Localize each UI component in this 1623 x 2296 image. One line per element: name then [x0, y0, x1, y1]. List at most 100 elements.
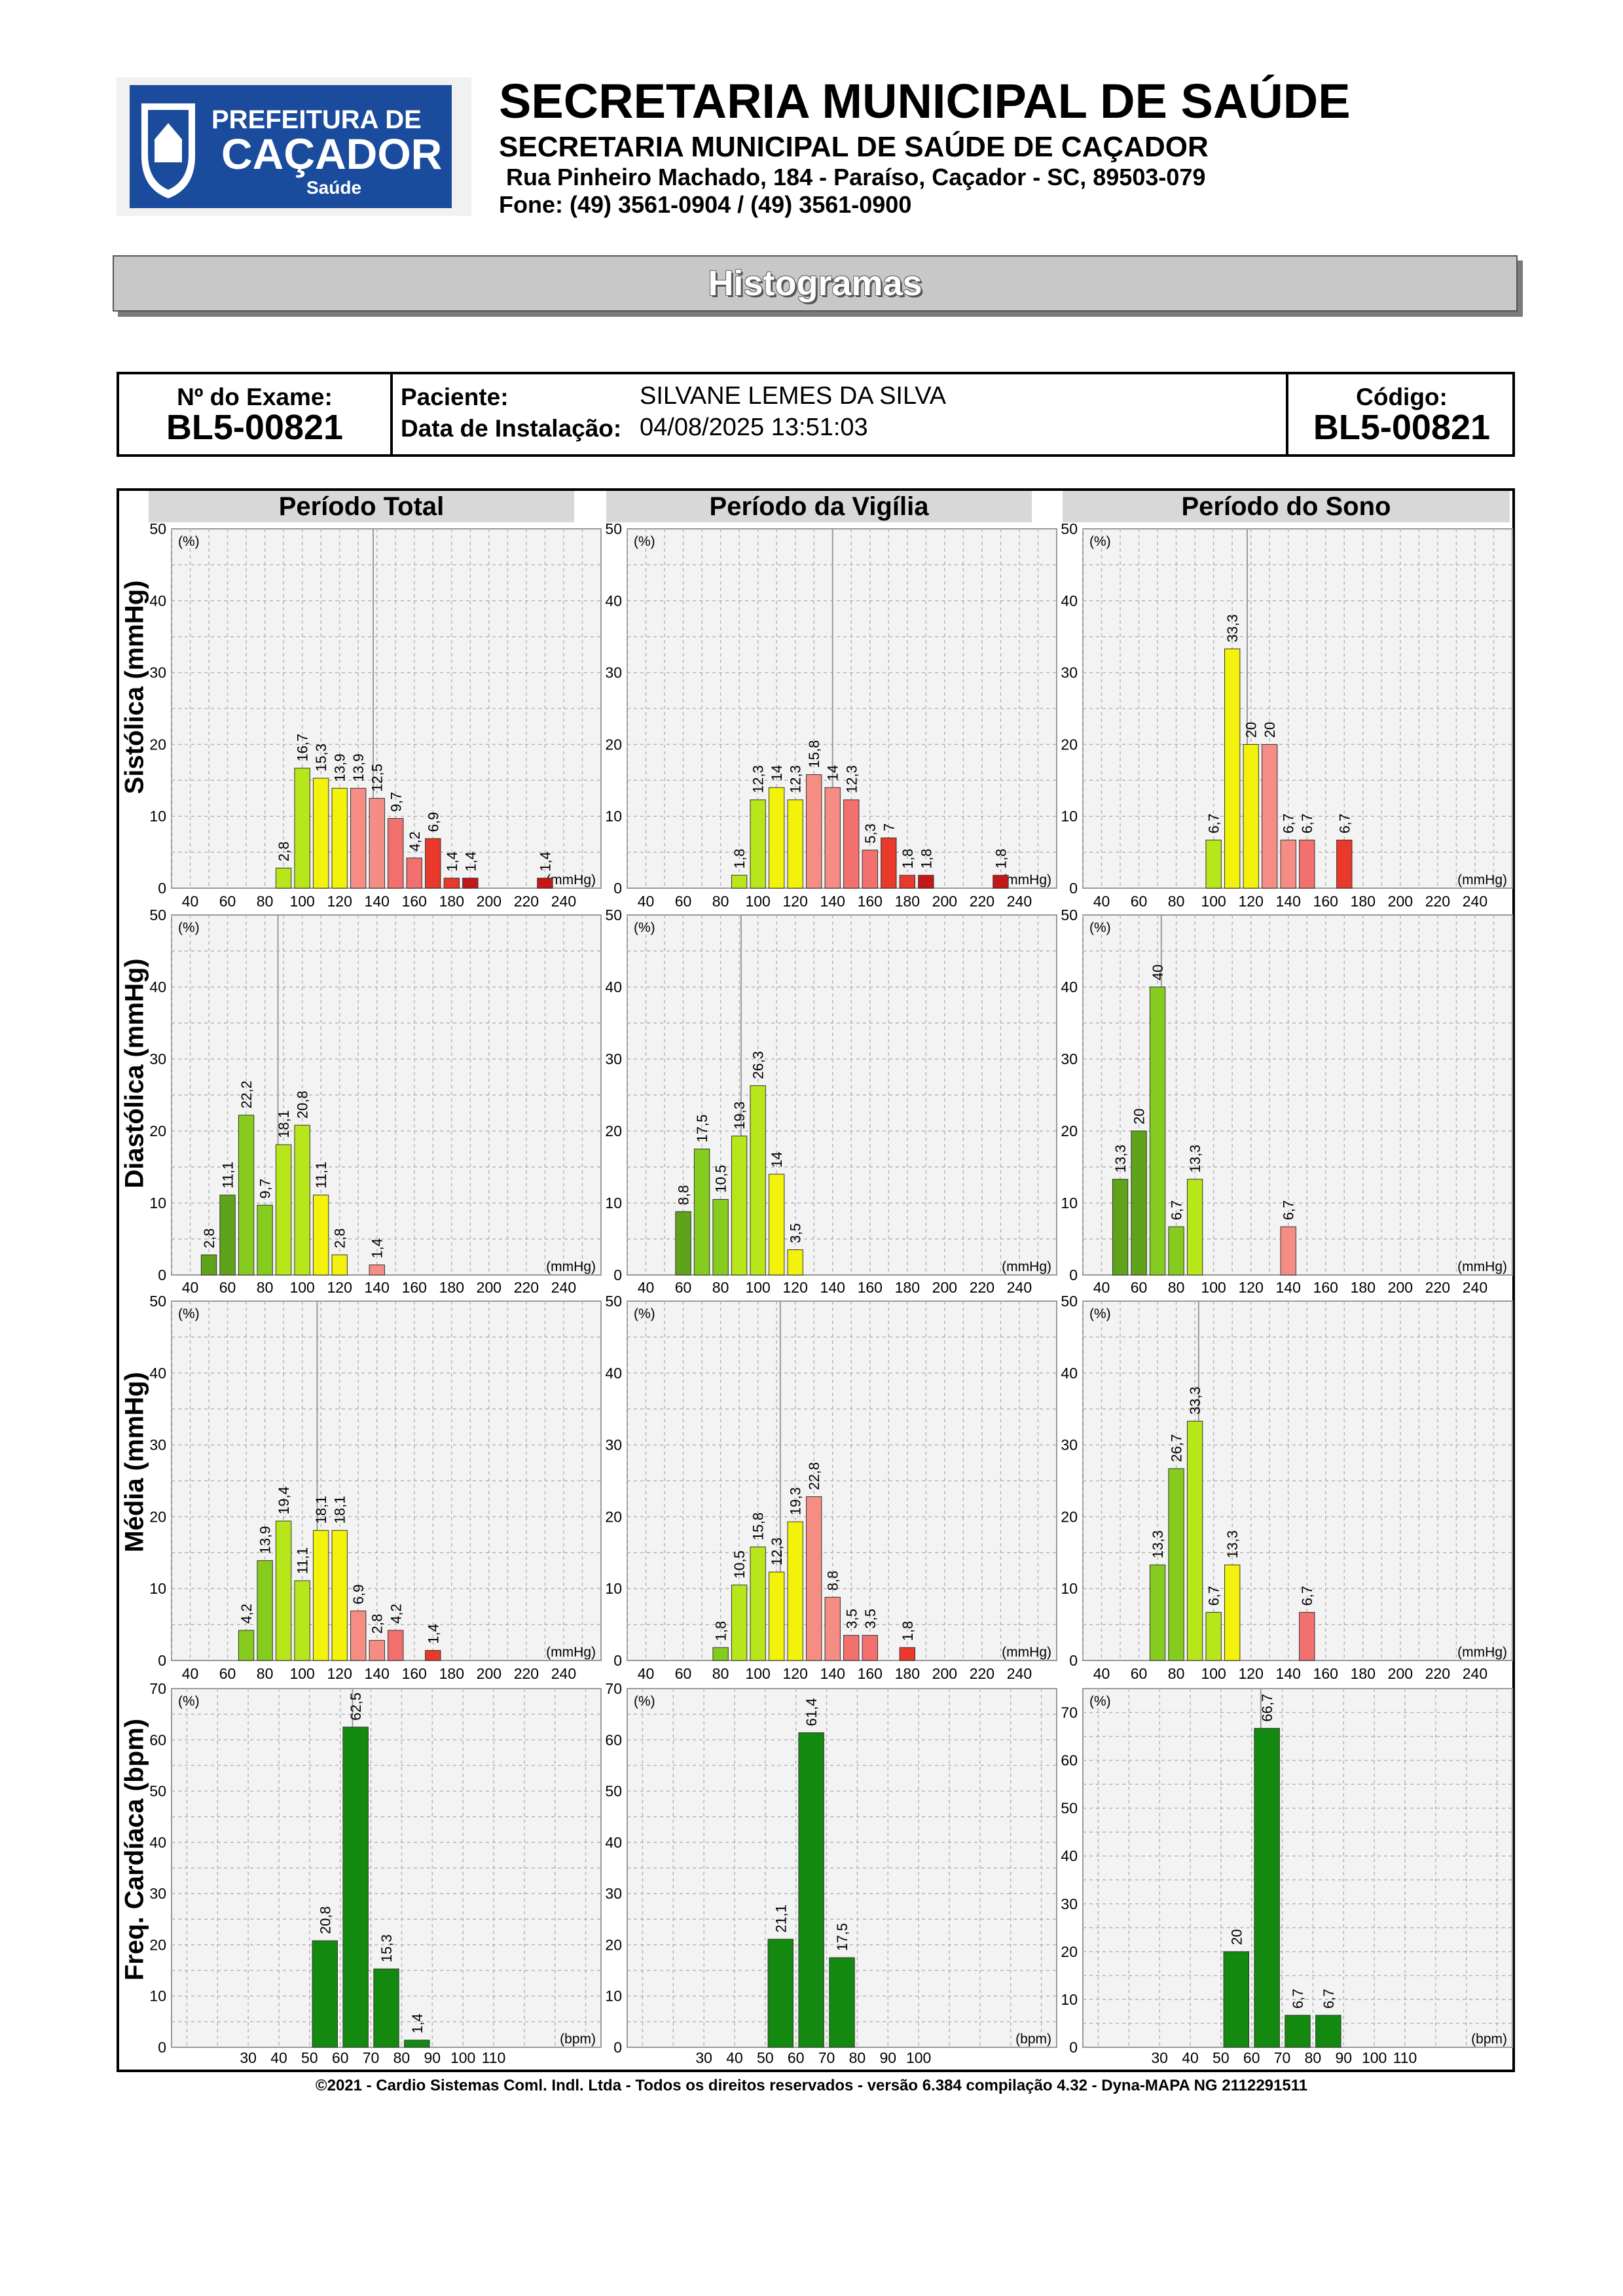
hr-sono-bar	[1223, 1951, 1249, 2048]
med-sono-xtick-label: 160	[1313, 1665, 1338, 1682]
hr-vigilia-ytick-label: 10	[605, 1988, 622, 2005]
sys-vigilia-plot-area	[627, 528, 1057, 889]
dia-total-bar	[219, 1194, 236, 1276]
dia-sono-bar	[1186, 1179, 1203, 1276]
hr-vigilia-xtick-label: 30	[695, 2049, 712, 2066]
logo-text-3: Saúde	[306, 177, 361, 198]
sys-vigilia-bar-label: 1,8	[993, 849, 1009, 869]
dia-total-bar	[238, 1115, 255, 1276]
dia-vigilia-bar	[768, 1174, 785, 1276]
dia-vigilia-bar-label: 8,8	[676, 1185, 692, 1206]
exam-number-value: BL5-00821	[166, 408, 344, 447]
hr-sono-y-unit-label: (%)	[1089, 1694, 1111, 1709]
hr-vigilia-xtick-label: 40	[726, 2049, 743, 2066]
hr-total-ytick-label: 10	[149, 1988, 166, 2005]
dia-total-xtick-label: 180	[439, 1279, 464, 1296]
med-total-bar-label: 18,1	[313, 1496, 329, 1524]
section-banner-title: Histogramas	[708, 264, 922, 303]
hr-total-x-unit-label: (bpm)	[560, 2032, 596, 2047]
dia-vigilia-ytick-label: 20	[605, 1122, 622, 1139]
hr-vigilia-xtick-label: 70	[818, 2049, 835, 2066]
sys-vigilia-ytick-label: 30	[605, 664, 622, 681]
hr-vigilia-xtick-label: 60	[788, 2049, 805, 2066]
med-sono-bar	[1168, 1468, 1184, 1661]
dia-sono-xtick-label: 200	[1388, 1279, 1413, 1296]
dia-sono-bar-label: 6,7	[1281, 1200, 1297, 1221]
sys-total-xtick-label: 240	[551, 893, 576, 910]
sys-vigilia-xtick-label: 80	[712, 893, 729, 910]
hr-sono-ytick-label: 0	[1069, 2039, 1078, 2056]
dia-total-xtick-label: 120	[327, 1279, 352, 1296]
hr-total-xtick-label: 80	[393, 2049, 410, 2066]
med-sono-xtick-label: 80	[1168, 1665, 1185, 1682]
dia-vigilia-bar-label: 26,3	[750, 1051, 767, 1079]
section-banner: Histogramas	[113, 255, 1518, 312]
dia-sono-xtick-label: 240	[1463, 1279, 1487, 1296]
hr-vigilia-bar	[798, 1732, 824, 2048]
sys-total-bar	[275, 867, 292, 889]
sys-vigilia-bar	[862, 850, 878, 889]
dia-sono-xtick-label: 220	[1425, 1279, 1450, 1296]
sys-sono-ytick-label: 30	[1061, 664, 1078, 681]
dia-total-bar	[275, 1144, 292, 1276]
sys-sono-xtick-label: 220	[1425, 893, 1450, 910]
med-vigilia-bar-label: 3,5	[862, 1609, 879, 1629]
sys-vigilia-bar-label: 7	[881, 823, 897, 831]
sys-vigilia-xtick-label: 60	[675, 893, 692, 910]
dia-sono-bar	[1112, 1179, 1129, 1276]
hr-total-xtick-label: 100	[450, 2049, 475, 2066]
hr-sono-ytick-label: 70	[1061, 1704, 1078, 1721]
hr-total-bar	[373, 1968, 399, 2048]
med-total-xtick-label: 180	[439, 1665, 464, 1682]
hr-sono-ytick-label: 50	[1061, 1800, 1078, 1817]
med-total-bar-label: 19,4	[276, 1486, 292, 1515]
med-total-ytick-label: 30	[149, 1437, 166, 1454]
sys-total-bar-label: 16,7	[295, 734, 311, 762]
dia-sono-y-unit-label: (%)	[1089, 920, 1111, 935]
med-sono-bar-label: 33,3	[1187, 1387, 1203, 1415]
med-sono-xtick-label: 120	[1239, 1665, 1264, 1682]
med-sono-ytick-label: 0	[1069, 1652, 1078, 1669]
dia-sono-xtick-label: 180	[1351, 1279, 1376, 1296]
med-total-xtick-label: 240	[551, 1665, 576, 1682]
med-vigilia-xtick-label: 40	[638, 1665, 655, 1682]
hr-sono-bar	[1254, 1728, 1280, 2048]
med-total-plot-area	[171, 1300, 602, 1661]
med-vigilia-x-unit-label: (mmHg)	[1002, 1645, 1051, 1660]
sys-sono-plot-area	[1082, 528, 1513, 889]
hr-vigilia-bar-label: 61,4	[803, 1698, 820, 1726]
med-total-xtick-label: 60	[219, 1665, 236, 1682]
sys-total-ytick-label: 50	[149, 520, 166, 537]
sys-total-bar-label: 2,8	[276, 842, 292, 862]
hr-sono-xtick-label: 30	[1151, 2049, 1168, 2066]
sys-vigilia-bar	[993, 874, 1009, 889]
sys-sono-x-unit-label: (mmHg)	[1457, 872, 1507, 888]
hr-vigilia-ytick-label: 40	[605, 1834, 622, 1851]
sys-total-xtick-label: 200	[477, 893, 501, 910]
dia-total-xtick-label: 40	[182, 1279, 199, 1296]
med-total-bar-label: 6,9	[350, 1585, 367, 1605]
sys-sono-bar	[1243, 744, 1259, 889]
sys-total-bar-label: 4,2	[407, 831, 423, 852]
med-total-bar	[275, 1520, 292, 1661]
med-vigilia-bar-label: 22,8	[806, 1462, 822, 1490]
dia-vigilia-xtick-label: 160	[858, 1279, 883, 1296]
dia-vigilia-bar-label: 17,5	[694, 1115, 710, 1143]
hr-sono-bar-label: 66,7	[1259, 1694, 1275, 1722]
med-sono-bar-label: 13,3	[1150, 1530, 1166, 1558]
sys-total-xtick-label: 60	[219, 893, 236, 910]
hr-vigilia-ytick-label: 70	[605, 1680, 622, 1697]
sys-vigilia-ytick-label: 40	[605, 592, 622, 609]
dia-total-bar-label: 22,2	[238, 1081, 255, 1109]
sys-total-bar-label: 9,7	[388, 792, 404, 812]
dia-sono-bar-label: 40	[1150, 965, 1166, 980]
med-vigilia-xtick-label: 60	[675, 1665, 692, 1682]
med-total-ytick-label: 0	[158, 1652, 166, 1669]
sys-vigilia-xtick-label: 40	[638, 893, 655, 910]
hr-vigilia-xtick-label: 100	[906, 2049, 931, 2066]
med-sono-plot-area	[1082, 1300, 1513, 1661]
med-sono-xtick-label: 180	[1351, 1665, 1376, 1682]
logo-text-1: PREFEITURA DE	[211, 105, 422, 134]
hr-vigilia-ytick-label: 0	[613, 2039, 622, 2056]
